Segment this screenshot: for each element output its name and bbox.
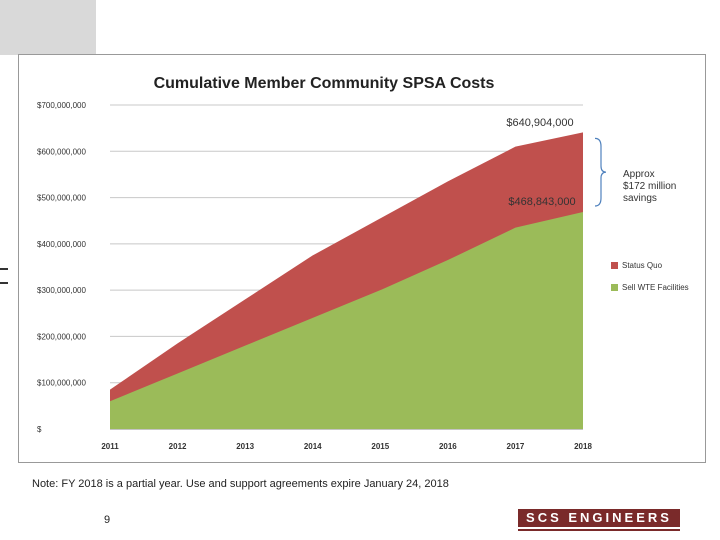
legend-swatch — [611, 284, 618, 291]
page-number: 9 — [104, 514, 111, 526]
x-tick-label: 2014 — [304, 442, 322, 451]
savings-label-line: savings — [623, 193, 657, 204]
legend-label: Sell WTE Facilities — [622, 283, 689, 292]
left-dash-mark — [0, 268, 8, 270]
chart-frame: Cumulative Member Community SPSA Costs $ $… — [18, 54, 706, 463]
brand-underline — [518, 529, 680, 531]
y-tick-label: $100,000,000 — [37, 379, 86, 388]
x-tick-label: 2016 — [439, 442, 457, 451]
brand-logo: SCS ENGINEERS — [518, 509, 680, 527]
footnote: Note: FY 2018 is a partial year. Use and… — [32, 478, 449, 490]
y-tick-label: $600,000,000 — [37, 147, 86, 156]
x-tick-label: 2017 — [507, 442, 525, 451]
legend-swatch — [611, 262, 618, 269]
y-tick-label: $300,000,000 — [37, 286, 86, 295]
left-dash-mark-2 — [0, 282, 8, 284]
x-tick-label: 2013 — [236, 442, 254, 451]
y-tick-label: $400,000,000 — [37, 240, 86, 249]
y-tick-label: $700,000,000 — [37, 101, 86, 110]
x-tick-label: 2018 — [574, 442, 592, 451]
area-chart: Cumulative Member Community SPSA Costs $ $… — [37, 75, 689, 451]
x-tick-label: 2015 — [371, 442, 389, 451]
annotation-bottom-value: $468,843,000 — [508, 196, 575, 208]
corner-gray-block — [0, 0, 96, 55]
savings-label-line: Approx — [623, 169, 655, 180]
legend-label: Status Quo — [622, 261, 663, 270]
series-area-sell-wte — [110, 211, 583, 429]
savings-bracket — [594, 137, 607, 207]
savings-label-line: $172 million — [623, 181, 676, 192]
y-tick-label: $500,000,000 — [37, 194, 86, 203]
x-tick-label: 2012 — [169, 442, 187, 451]
y-tick-label: $200,000,000 — [37, 332, 86, 341]
x-tick-label: 2011 — [101, 442, 119, 451]
y-tick-label: $ — [37, 425, 42, 434]
chart-title: Cumulative Member Community SPSA Costs — [154, 75, 495, 92]
annotation-top-value: $640,904,000 — [506, 117, 573, 129]
